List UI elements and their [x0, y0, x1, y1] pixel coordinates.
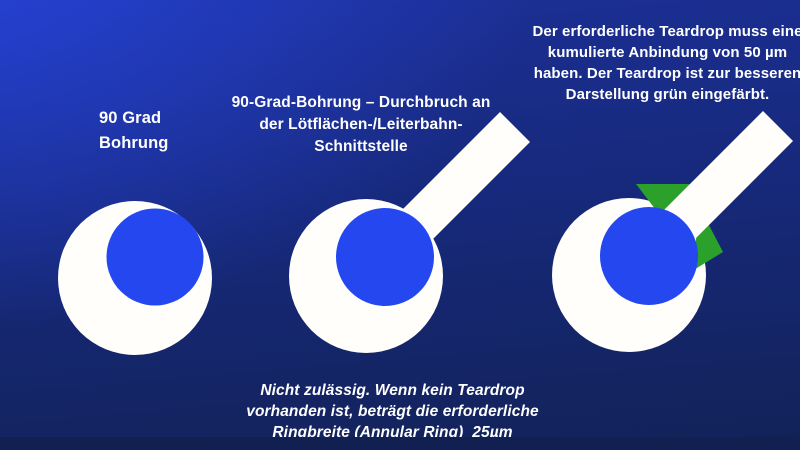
- drill-hole-3: [600, 207, 698, 305]
- figure-90-grad-bohrung: [58, 201, 212, 355]
- note-line: kumulierte Anbindung von 50 µm: [547, 44, 788, 61]
- label-durchbruch: 90-Grad-Bohrung – Durchbruch an der Lötf…: [226, 92, 496, 158]
- figure-durchbruch: [289, 112, 530, 353]
- note-line: Nicht zulässig. Wenn kein Teardrop: [260, 382, 525, 399]
- label-line: 90 Grad: [99, 109, 162, 127]
- label-line: Bohrung: [99, 134, 169, 152]
- footer-bar: [0, 437, 800, 450]
- drill-hole-2: [336, 208, 434, 306]
- trace-2: [385, 112, 530, 257]
- note-teardrop-requirement: Der erforderliche Teardrop muss eine kum…: [530, 21, 800, 105]
- figure-teardrop: [552, 111, 793, 352]
- label-line: der Lötflächen-/Leiterbahn-: [259, 116, 463, 133]
- note-nicht-zulaessig: Nicht zulässig. Wenn kein Teardrop vorha…: [235, 380, 550, 443]
- label-line: Schnittstelle: [314, 138, 408, 155]
- note-line: vorhanden ist, beträgt die erforderliche: [246, 403, 539, 420]
- note-line: Ringbreite (Annular Ring) 25µm: [272, 424, 513, 441]
- drill-hole-1: [106, 208, 204, 306]
- trace-3: [648, 111, 793, 256]
- note-line: Darstellung grün eingefärbt.: [565, 86, 770, 103]
- note-line: haben. Der Teardrop ist zur besseren: [533, 65, 800, 82]
- label-90-grad-bohrung: 90 Grad Bohrung: [99, 106, 168, 156]
- note-line: Der erforderliche Teardrop muss eine: [532, 23, 800, 40]
- teardrop-left-wing: [636, 184, 690, 218]
- label-line: 90-Grad-Bohrung – Durchbruch an: [231, 94, 491, 111]
